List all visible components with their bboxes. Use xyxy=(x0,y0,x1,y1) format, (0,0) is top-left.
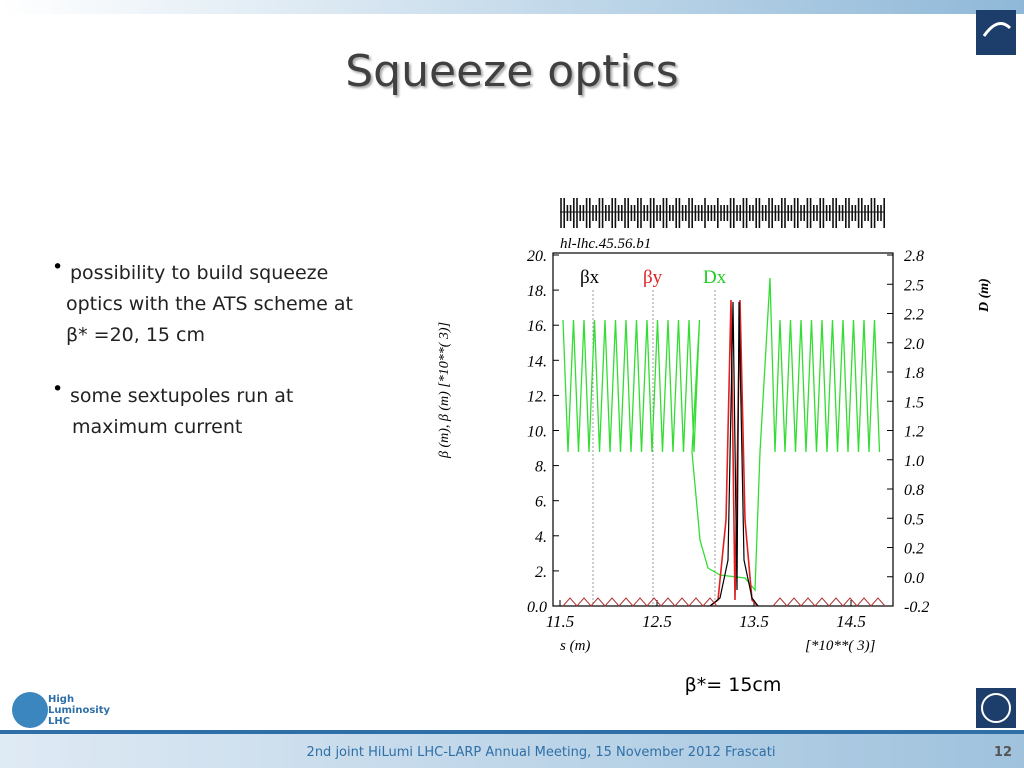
y2-tick-label: 0.2 xyxy=(904,541,924,558)
y-label: β (m), β (m) [*10**( 3)] xyxy=(437,322,452,459)
x-scale: [*10**( 3)] xyxy=(805,638,876,654)
y-tick-label: 14. xyxy=(527,353,547,370)
beta-y-trace xyxy=(709,299,759,607)
y-tick-label: 18. xyxy=(527,283,547,300)
bullet-text: maximum current xyxy=(72,416,242,438)
top-band xyxy=(0,0,1024,14)
logo-text: Luminosity xyxy=(48,705,110,716)
legend-entry: βx xyxy=(580,267,600,288)
y-tick-label: 12. xyxy=(527,388,547,405)
bullet: • xyxy=(52,378,63,400)
y-tick-label: 6. xyxy=(535,494,547,511)
logo-text: High xyxy=(48,694,74,705)
title: Squeeze optics xyxy=(345,46,678,97)
x-tick-label: 14.5 xyxy=(836,612,866,631)
logo-text: LHC xyxy=(48,716,70,727)
legend-entry: Dx xyxy=(703,267,727,288)
y-tick-label: 20. xyxy=(527,248,547,265)
footer-text: 2nd joint HiLumi LHC-LARP Annual Meeting… xyxy=(307,745,776,760)
bullet-text: β* =20, 15 cm xyxy=(66,324,205,346)
figure-caption: β*= 15cm xyxy=(685,674,782,696)
plot-label: hl-lhc.45.56.b1 xyxy=(560,236,651,252)
x-tick-label: 12.5 xyxy=(642,612,672,631)
y-tick-label: 16. xyxy=(527,318,547,335)
hilumi-logo-mark xyxy=(12,692,48,728)
y2-tick-label: 2.5 xyxy=(904,277,924,294)
y2-tick-label: 1.2 xyxy=(904,424,924,441)
y-tick-label: 2. xyxy=(535,564,547,581)
x-label: s (m) xyxy=(560,638,590,654)
y2-tick-label: 2.2 xyxy=(904,307,924,324)
bottom-band xyxy=(0,733,1024,768)
bullet-text: possibility to build squeeze xyxy=(70,262,328,284)
beta-x-trace xyxy=(709,301,759,607)
bullet-text: some sextupoles run at xyxy=(70,385,293,407)
plot-frame xyxy=(552,252,894,607)
y2-tick-label: 2.8 xyxy=(904,248,924,265)
y-tick-label: 8. xyxy=(535,459,547,476)
y-tick-label: 10. xyxy=(527,424,547,441)
y2-tick-label: -0.2 xyxy=(904,599,929,616)
y2-tick-label: 1.5 xyxy=(904,394,924,411)
corner-logo xyxy=(976,10,1016,55)
legend-entry: βy xyxy=(643,267,663,288)
y2-tick-label: 0.5 xyxy=(904,511,924,528)
page-number: 12 xyxy=(994,745,1012,760)
corner-logo-mark xyxy=(982,22,1012,37)
beta-bottom-trace xyxy=(562,597,886,607)
dispersion-trace xyxy=(562,277,881,592)
y2-label: D (m) xyxy=(977,278,992,313)
y-tick-label: 0.0 xyxy=(527,599,547,616)
y-tick-label: 4. xyxy=(535,529,547,546)
x-tick-label: 13.5 xyxy=(739,612,769,631)
y2-tick-label: 1.0 xyxy=(904,453,924,470)
y2-tick-label: 0.0 xyxy=(904,570,924,587)
y2-tick-label: 2.0 xyxy=(904,336,924,353)
bottom-rule xyxy=(0,730,1024,734)
y2-tick-label: 1.8 xyxy=(904,365,924,382)
bullet: • xyxy=(52,256,63,278)
figure: hl-lhc.45.56.b1 20. 18. 16. 14. 12. 10. 8. 6. 4. 2… xyxy=(437,195,992,696)
bullet-text: optics with the ATS scheme at xyxy=(66,293,353,315)
y2-tick-label: 0.8 xyxy=(904,482,924,499)
x-tick-label: 11.5 xyxy=(546,612,575,631)
cern-logo-mark xyxy=(981,693,1011,723)
